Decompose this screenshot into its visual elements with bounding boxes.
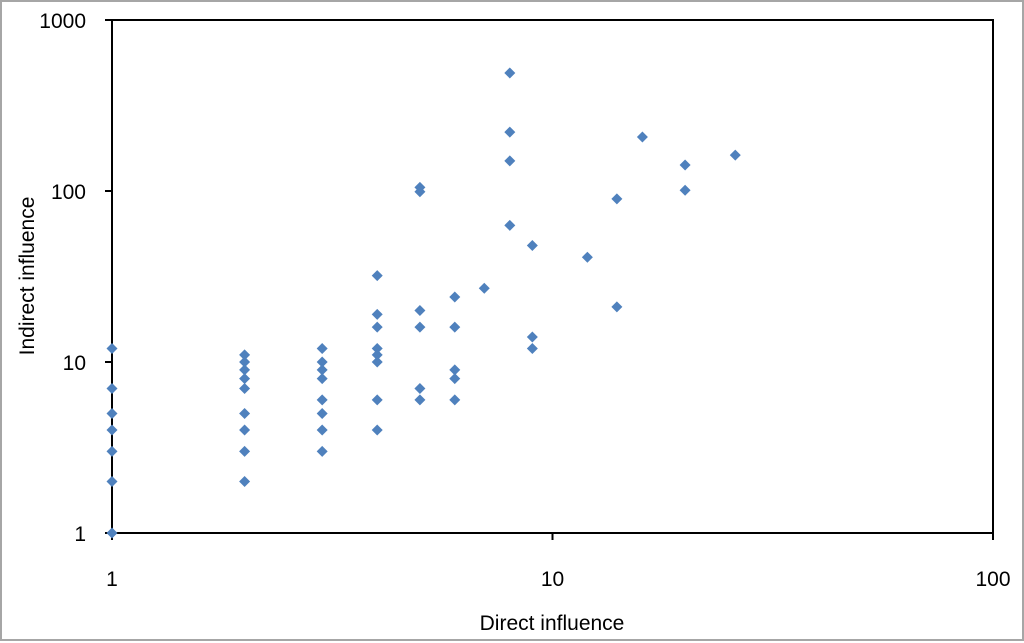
data-point-diamond xyxy=(239,476,251,488)
data-point-diamond xyxy=(504,219,516,231)
y-tick-label: 1000 xyxy=(39,10,86,33)
data-point-diamond xyxy=(526,240,538,252)
data-point-diamond xyxy=(371,342,383,354)
data-point-diamond xyxy=(106,476,118,488)
data-point-diamond xyxy=(371,308,383,320)
data-point-diamond xyxy=(106,527,118,539)
data-point-diamond xyxy=(106,445,118,457)
data-point-diamond xyxy=(316,356,328,368)
data-point-diamond xyxy=(316,424,328,436)
data-point-diamond xyxy=(106,407,118,419)
data-point-diamond xyxy=(316,407,328,419)
data-point-diamond xyxy=(239,382,251,394)
data-point-diamond xyxy=(449,394,461,406)
data-point-diamond xyxy=(478,282,490,294)
data-point-diamond xyxy=(371,424,383,436)
data-point-diamond xyxy=(371,321,383,333)
data-point-diamond xyxy=(371,394,383,406)
data-point-diamond xyxy=(371,356,383,368)
data-point-diamond xyxy=(106,342,118,354)
y-axis-ticks: 1 10 100 1000 xyxy=(39,10,112,546)
plot-border xyxy=(111,19,994,534)
x-axis-title: Direct influence xyxy=(480,612,625,635)
data-point-diamond xyxy=(371,270,383,282)
data-point-diamond xyxy=(414,305,426,317)
data-point-diamond xyxy=(611,301,623,313)
data-point-diamond xyxy=(526,342,538,354)
data-point-diamond xyxy=(414,186,426,198)
data-point-diamond xyxy=(636,131,648,143)
data-point-diamond xyxy=(239,373,251,385)
data-point-diamond xyxy=(106,424,118,436)
x-tick-label: 1 xyxy=(106,568,118,591)
data-point-diamond xyxy=(679,184,691,196)
data-point-diamond xyxy=(449,321,461,333)
data-point-diamond xyxy=(239,356,251,368)
data-point-diamond xyxy=(414,321,426,333)
data-point-diamond xyxy=(239,364,251,376)
y-tick-label: 10 xyxy=(63,352,86,375)
data-point-diamond xyxy=(504,67,516,79)
data-point-diamond xyxy=(239,407,251,419)
data-point-diamond xyxy=(106,382,118,394)
data-point-diamond xyxy=(526,331,538,343)
data-point-diamond xyxy=(316,373,328,385)
data-point-diamond xyxy=(449,373,461,385)
data-point-diamond xyxy=(239,445,251,457)
y-axis-title: Indirect influence xyxy=(16,197,39,356)
plot-area xyxy=(111,19,994,534)
data-point-diamond xyxy=(316,394,328,406)
data-point-diamond xyxy=(611,193,623,205)
data-points xyxy=(106,67,741,539)
data-point-diamond xyxy=(449,364,461,376)
data-point-diamond xyxy=(371,349,383,361)
data-point-diamond xyxy=(729,149,741,161)
x-tick-label: 10 xyxy=(541,568,564,591)
data-point-diamond xyxy=(316,342,328,354)
data-point-diamond xyxy=(316,364,328,376)
data-point-diamond xyxy=(414,394,426,406)
x-axis-ticks: 1 10 100 xyxy=(106,533,1011,591)
data-point-diamond xyxy=(679,159,691,171)
x-tick-label: 100 xyxy=(975,568,1010,591)
data-point-diamond xyxy=(581,251,593,263)
y-tick-label: 100 xyxy=(51,181,86,204)
data-point-diamond xyxy=(414,382,426,394)
data-point-diamond xyxy=(239,424,251,436)
data-point-diamond xyxy=(449,291,461,303)
data-point-diamond xyxy=(504,155,516,167)
data-point-diamond xyxy=(316,445,328,457)
y-tick-label: 1 xyxy=(74,523,86,546)
data-point-diamond xyxy=(239,349,251,361)
